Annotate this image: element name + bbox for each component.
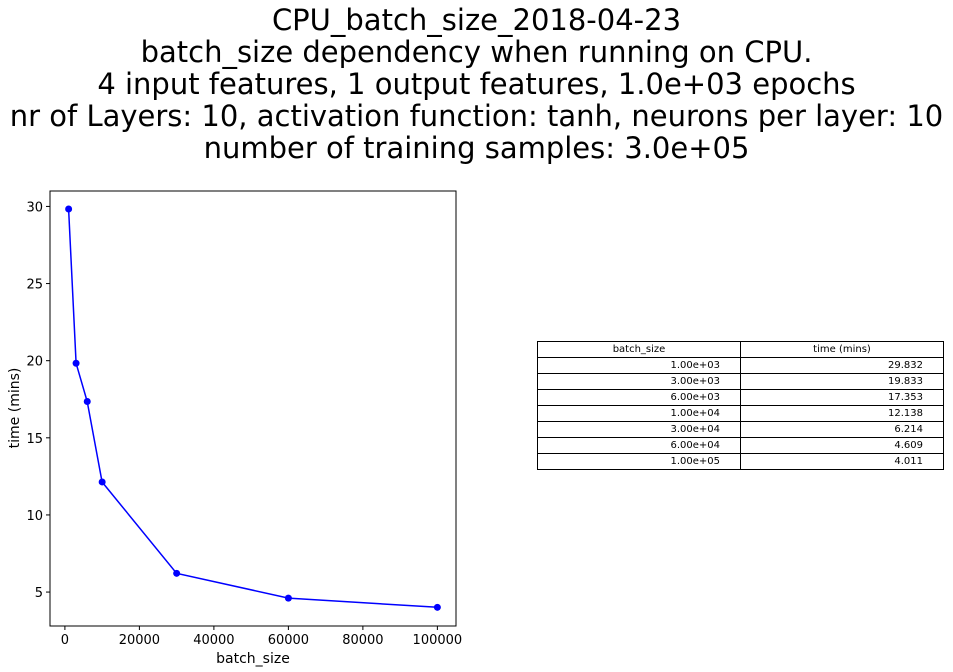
title-line-2: batch_size dependency when running on CP… (140, 35, 813, 69)
table-header-batch-size: batch_size (537, 341, 741, 358)
table-row: 6.00e+03 17.353 (537, 389, 944, 406)
table-cell: 6.214 (740, 421, 944, 438)
table-row: 3.00e+04 6.214 (537, 421, 944, 438)
table-header-row: batch_size time (mins) (537, 341, 944, 358)
x-tick-label: 0 (61, 633, 69, 648)
y-axis-label: time (mins) (7, 368, 23, 449)
table-cell: 1.00e+05 (537, 453, 741, 470)
table-cell: 3.00e+04 (537, 421, 741, 438)
table-cell: 12.138 (740, 405, 944, 422)
y-tick-label: 30 (26, 200, 43, 215)
data-point (173, 569, 181, 577)
table-cell: 19.833 (740, 373, 944, 390)
data-point (98, 478, 106, 486)
data-point (72, 359, 80, 367)
figure-title: CPU_batch_size_2018-04-23 batch_size dep… (0, 4, 953, 164)
table-header-time: time (mins) (740, 341, 944, 358)
table-cell: 17.353 (740, 389, 944, 406)
table-row: 1.00e+04 12.138 (537, 405, 944, 422)
title-line-1: CPU_batch_size_2018-04-23 (271, 3, 682, 37)
data-point (65, 205, 73, 213)
table-cell: 1.00e+03 (537, 357, 741, 374)
table-cell: 29.832 (740, 357, 944, 374)
results-table: batch_size time (mins) 1.00e+03 29.832 3… (537, 341, 944, 470)
y-tick-label: 15 (26, 432, 43, 447)
table-row: 1.00e+03 29.832 (537, 357, 944, 374)
data-point (433, 603, 441, 611)
x-tick-label: 60000 (268, 633, 309, 648)
x-axis-label: batch_size (216, 651, 290, 667)
y-tick-label: 5 (35, 586, 43, 601)
data-point (83, 398, 91, 406)
table-cell: 3.00e+03 (537, 373, 741, 390)
x-tick-label: 20000 (119, 633, 160, 648)
table-cell: 1.00e+04 (537, 405, 741, 422)
data-point (284, 594, 292, 602)
title-line-5: number of training samples: 3.0e+05 (203, 131, 750, 165)
y-tick-label: 10 (26, 509, 43, 524)
x-tick-label: 40000 (193, 633, 234, 648)
table-cell: 6.00e+04 (537, 437, 741, 454)
title-line-4: nr of Layers: 10, activation function: t… (9, 99, 944, 133)
table-row: 1.00e+05 4.011 (537, 453, 944, 470)
table-cell: 6.00e+03 (537, 389, 741, 406)
y-tick-label: 25 (26, 278, 43, 293)
table-row: 3.00e+03 19.833 (537, 373, 944, 390)
title-line-3: 4 input features, 1 output features, 1.0… (97, 67, 856, 101)
table-row: 6.00e+04 4.609 (537, 437, 944, 454)
table-cell: 4.011 (740, 453, 944, 470)
series-line (67, 208, 438, 609)
plot-frame (49, 190, 457, 627)
table-cell: 4.609 (740, 437, 944, 454)
x-tick-label: 80000 (342, 633, 383, 648)
x-tick-label: 100000 (413, 633, 463, 648)
y-tick-label: 20 (26, 355, 43, 370)
